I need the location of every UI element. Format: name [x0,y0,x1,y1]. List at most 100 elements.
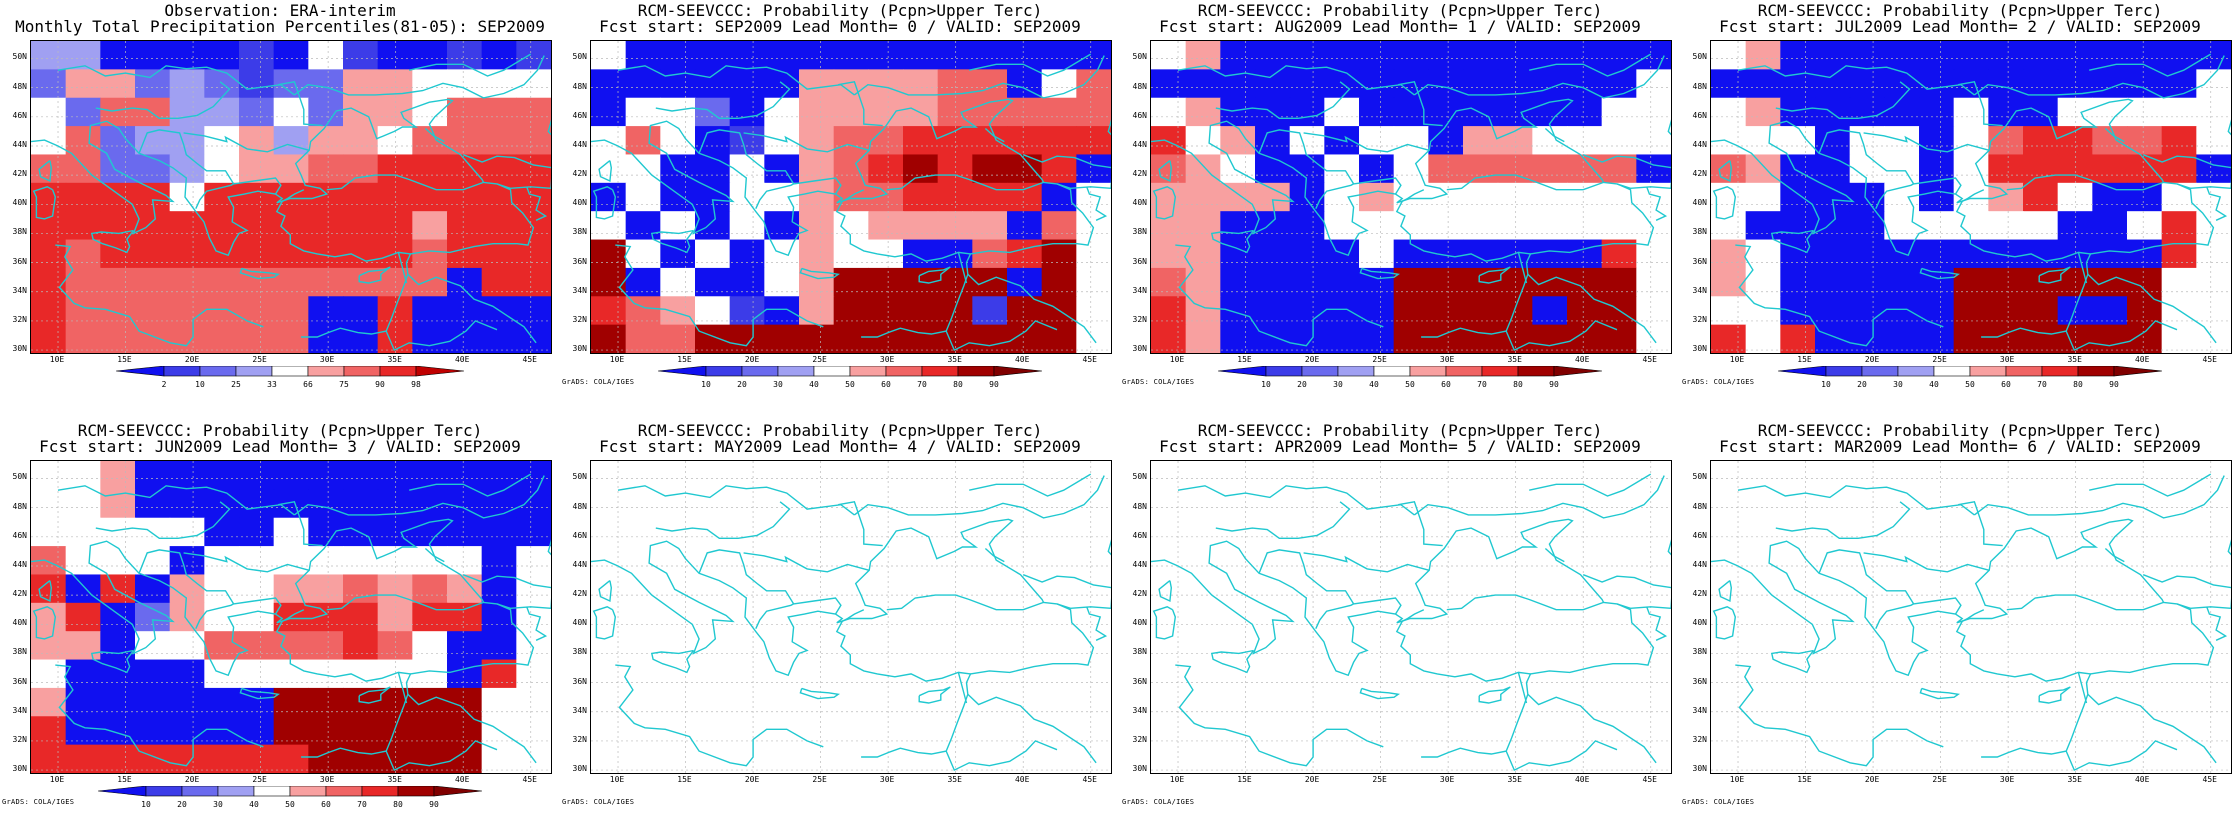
grid-cell [1849,97,1885,127]
grid-cell [308,97,344,127]
grid-cell [308,517,344,547]
grads-credit: GrADS: COLA/IGES [562,798,635,806]
grid-cell [1324,296,1360,326]
grid-cell [1849,154,1885,184]
coastline [407,273,537,344]
grid-cell [1884,41,1920,70]
coastline [233,597,282,615]
grid-cell [1185,239,1221,269]
grid-cell [308,154,344,184]
grid-cell [937,296,973,326]
grid-cell [1953,97,1989,127]
grid-cell [239,239,275,269]
grid-cell [65,631,101,661]
colorbar-tick-label: 80 [393,800,403,809]
latitude-label: 36N [1692,676,1707,686]
coastline [1919,687,1961,700]
grid-cell [135,574,171,604]
grid-cell [447,239,483,269]
latitude-label: 50N [572,472,587,482]
latitude-label: 36N [1132,676,1147,686]
grid-cell [239,517,275,547]
colorbar-tick-label: 20 [1857,380,1867,389]
coastline [2104,547,2125,563]
grid-cell [1953,154,1989,184]
grid-cell [1780,126,1816,156]
grid-cell [100,126,136,156]
coastline [462,574,551,610]
grid-cell [1711,69,1747,99]
longitude-label: 15E [677,355,692,364]
grid-cell [2196,267,2231,297]
grid-cell [1815,239,1851,269]
longitude-label: 30E [319,355,335,364]
grid-cell [591,154,627,184]
grid-cell [481,489,517,519]
grid-cell [1780,296,1816,326]
grid-cell [695,41,731,70]
coastline [1955,609,2092,758]
grid-cell [1953,41,1989,70]
grid-cell [169,687,205,717]
coastline [2077,672,2088,704]
grid-cell [308,126,344,156]
colorbar-swatch [307,366,345,377]
grid-cell [1780,97,1816,127]
coastline [853,55,1105,99]
grid-cell [169,154,205,184]
grid-cell [100,659,136,689]
grid-cell [516,687,551,717]
grid-cell [591,324,627,353]
grid-cell [1636,126,1671,156]
colorbar-tick-label: 66 [303,380,313,389]
latitude-label: 40N [1692,618,1707,628]
grid-cell [903,211,939,241]
colorbar-swatch [1218,366,1267,377]
grid-cell [135,296,171,326]
grid-cell [204,517,240,547]
colorbar: 2 10 25 33 66 75 90 98 [116,366,465,389]
grid-cell [204,744,240,773]
colorbar-tick-label: 90 [2109,380,2119,389]
grid-cell [903,154,939,184]
grid-cell [1255,69,1291,99]
longitude-label: 30E [1439,775,1455,784]
colorbar-swatch [2005,366,2043,377]
longitude-label: 15E [1237,355,1252,364]
grid-cell [1076,41,1111,70]
grid-cell [1988,154,2024,184]
grid-cell [204,211,240,241]
coastline [1544,547,1565,563]
colorbar-tick-label: 10 [701,380,711,389]
latitude-label: 30N [572,764,587,774]
grid-cell [2196,296,2231,326]
longitude-label: 35E [1507,355,1522,364]
grid-cell [2023,154,2059,184]
grid-cell [1151,267,1187,297]
grid-cell [412,267,448,297]
colorbar-swatch [343,366,381,377]
coastline [1775,81,1911,119]
coastline [1582,154,1671,190]
coastline [2090,603,2215,675]
grid-cell [135,517,171,547]
colorbar-tick-label: 90 [1549,380,1559,389]
longitude-label: 45E [522,355,537,364]
grid-cell [169,517,205,547]
grid-cell [1324,41,1360,70]
colorbar: 10 20 30 40 50 60 70 80 90 [1218,366,1603,389]
longitude-label: 15E [1237,775,1252,784]
grid-cell [2023,296,2059,326]
coastline [799,267,841,280]
grid-cell [729,126,765,156]
grid-cell [1428,239,1464,269]
grid-cell [343,489,379,519]
colorbar-swatch [361,786,399,797]
grid-cell [1041,154,1077,184]
coastline [278,81,323,127]
map-canvas [591,461,1111,773]
grid-cell [2127,296,2163,326]
grid-cell [1220,126,1256,156]
grid-cell [204,267,240,297]
grid-cell [169,41,205,70]
